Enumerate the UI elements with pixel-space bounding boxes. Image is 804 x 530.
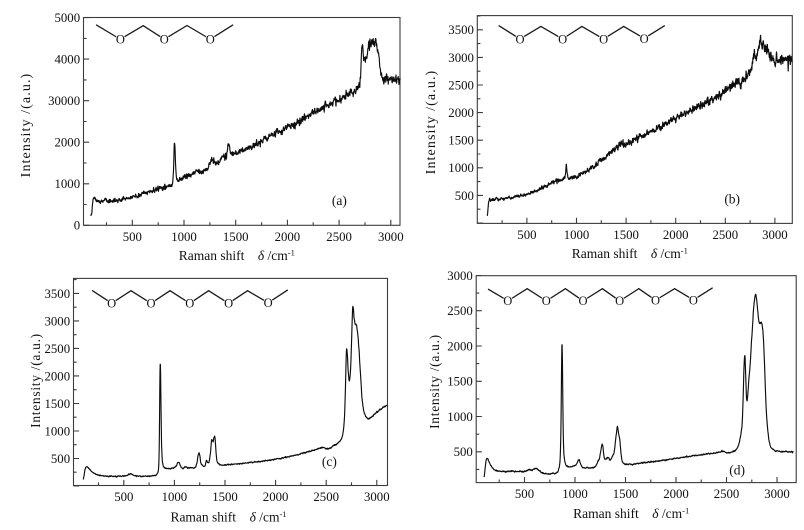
svg-text:O: O [146, 297, 155, 311]
svg-text:O: O [651, 294, 660, 308]
svg-text:1000: 1000 [562, 487, 588, 501]
svg-text:Raman shift δ /cm-1: Raman shift δ /cm-1 [170, 509, 286, 525]
svg-text:O: O [206, 33, 215, 47]
svg-text:3000: 3000 [764, 487, 790, 501]
svg-text:Raman shift δ /cm-1: Raman shift δ /cm-1 [179, 247, 295, 263]
svg-text:3500: 3500 [45, 287, 71, 301]
svg-text:500: 500 [515, 487, 534, 501]
svg-text:2500: 2500 [313, 490, 339, 504]
svg-text:O: O [503, 294, 512, 308]
svg-text:(c): (c) [322, 454, 337, 469]
svg-text:30000: 30000 [48, 94, 80, 108]
svg-text:1500: 1500 [447, 375, 473, 389]
svg-text:(b): (b) [724, 191, 740, 206]
svg-text:Raman shift δ /cm-1: Raman shift δ /cm-1 [573, 506, 689, 522]
svg-text:O: O [224, 297, 233, 311]
svg-text:O: O [515, 32, 524, 46]
svg-text:3000: 3000 [364, 490, 390, 504]
svg-text:3500: 3500 [448, 23, 474, 37]
svg-text:O: O [160, 33, 169, 47]
svg-text:3000: 3000 [447, 269, 473, 283]
svg-text:2000: 2000 [663, 228, 689, 242]
svg-text:3000: 3000 [378, 230, 404, 244]
svg-text:3000: 3000 [45, 314, 71, 328]
svg-text:Intensity /(a.u.): Intensity /(a.u.) [424, 70, 439, 175]
svg-text:1000: 1000 [55, 177, 81, 191]
svg-text:3000: 3000 [448, 51, 474, 65]
svg-text:2500: 2500 [714, 487, 740, 501]
svg-text:500: 500 [454, 445, 473, 459]
svg-text:O: O [689, 293, 698, 307]
svg-text:1000: 1000 [171, 230, 197, 244]
svg-text:Raman shift δ /cm-1: Raman shift δ /cm-1 [572, 246, 688, 262]
svg-text:Intensity /(a.u.): Intensity /(a.u.) [427, 334, 442, 429]
svg-text:(a): (a) [332, 193, 347, 208]
svg-text:O: O [578, 294, 587, 308]
svg-text:O: O [116, 33, 125, 47]
svg-text:4000: 4000 [55, 53, 81, 67]
svg-text:O: O [615, 294, 624, 308]
svg-text:500: 500 [455, 189, 474, 203]
svg-text:500: 500 [517, 228, 536, 242]
svg-text:500: 500 [114, 490, 133, 504]
svg-text:2000: 2000 [447, 339, 473, 353]
svg-text:Intensity /(a.u.): Intensity /(a.u.) [28, 333, 43, 428]
svg-text:2000: 2000 [45, 369, 71, 383]
svg-text:1500: 1500 [448, 134, 474, 148]
svg-text:2000: 2000 [275, 230, 301, 244]
svg-text:1500: 1500 [212, 490, 238, 504]
svg-text:1000: 1000 [564, 228, 590, 242]
svg-text:1000: 1000 [448, 161, 474, 175]
svg-text:500: 500 [123, 230, 142, 244]
svg-text:1000: 1000 [162, 490, 188, 504]
svg-text:O: O [599, 32, 608, 46]
svg-text:2500: 2500 [448, 78, 474, 92]
svg-text:Intensity /(a.u.): Intensity /(a.u.) [19, 73, 34, 178]
svg-text:2500: 2500 [713, 228, 739, 242]
svg-text:2500: 2500 [45, 342, 71, 356]
svg-text:2000: 2000 [55, 136, 81, 150]
svg-text:5000: 5000 [55, 11, 81, 25]
svg-text:2500: 2500 [326, 230, 352, 244]
svg-text:O: O [640, 32, 649, 46]
svg-text:2500: 2500 [447, 304, 473, 318]
svg-text:O: O [558, 32, 567, 46]
svg-text:O: O [542, 294, 551, 308]
svg-text:1500: 1500 [613, 487, 639, 501]
svg-text:O: O [185, 297, 194, 311]
svg-text:O: O [264, 296, 273, 310]
svg-text:3000: 3000 [762, 228, 788, 242]
svg-text:(d): (d) [729, 463, 745, 478]
svg-text:0: 0 [74, 219, 80, 233]
svg-text:1500: 1500 [613, 228, 639, 242]
svg-text:2000: 2000 [263, 490, 289, 504]
svg-text:2000: 2000 [448, 106, 474, 120]
svg-text:1500: 1500 [45, 397, 71, 411]
svg-text:1000: 1000 [447, 410, 473, 424]
svg-text:500: 500 [51, 452, 70, 466]
svg-text:2000: 2000 [663, 487, 689, 501]
svg-text:1000: 1000 [45, 424, 71, 438]
svg-text:O: O [107, 297, 116, 311]
svg-text:1500: 1500 [223, 230, 249, 244]
